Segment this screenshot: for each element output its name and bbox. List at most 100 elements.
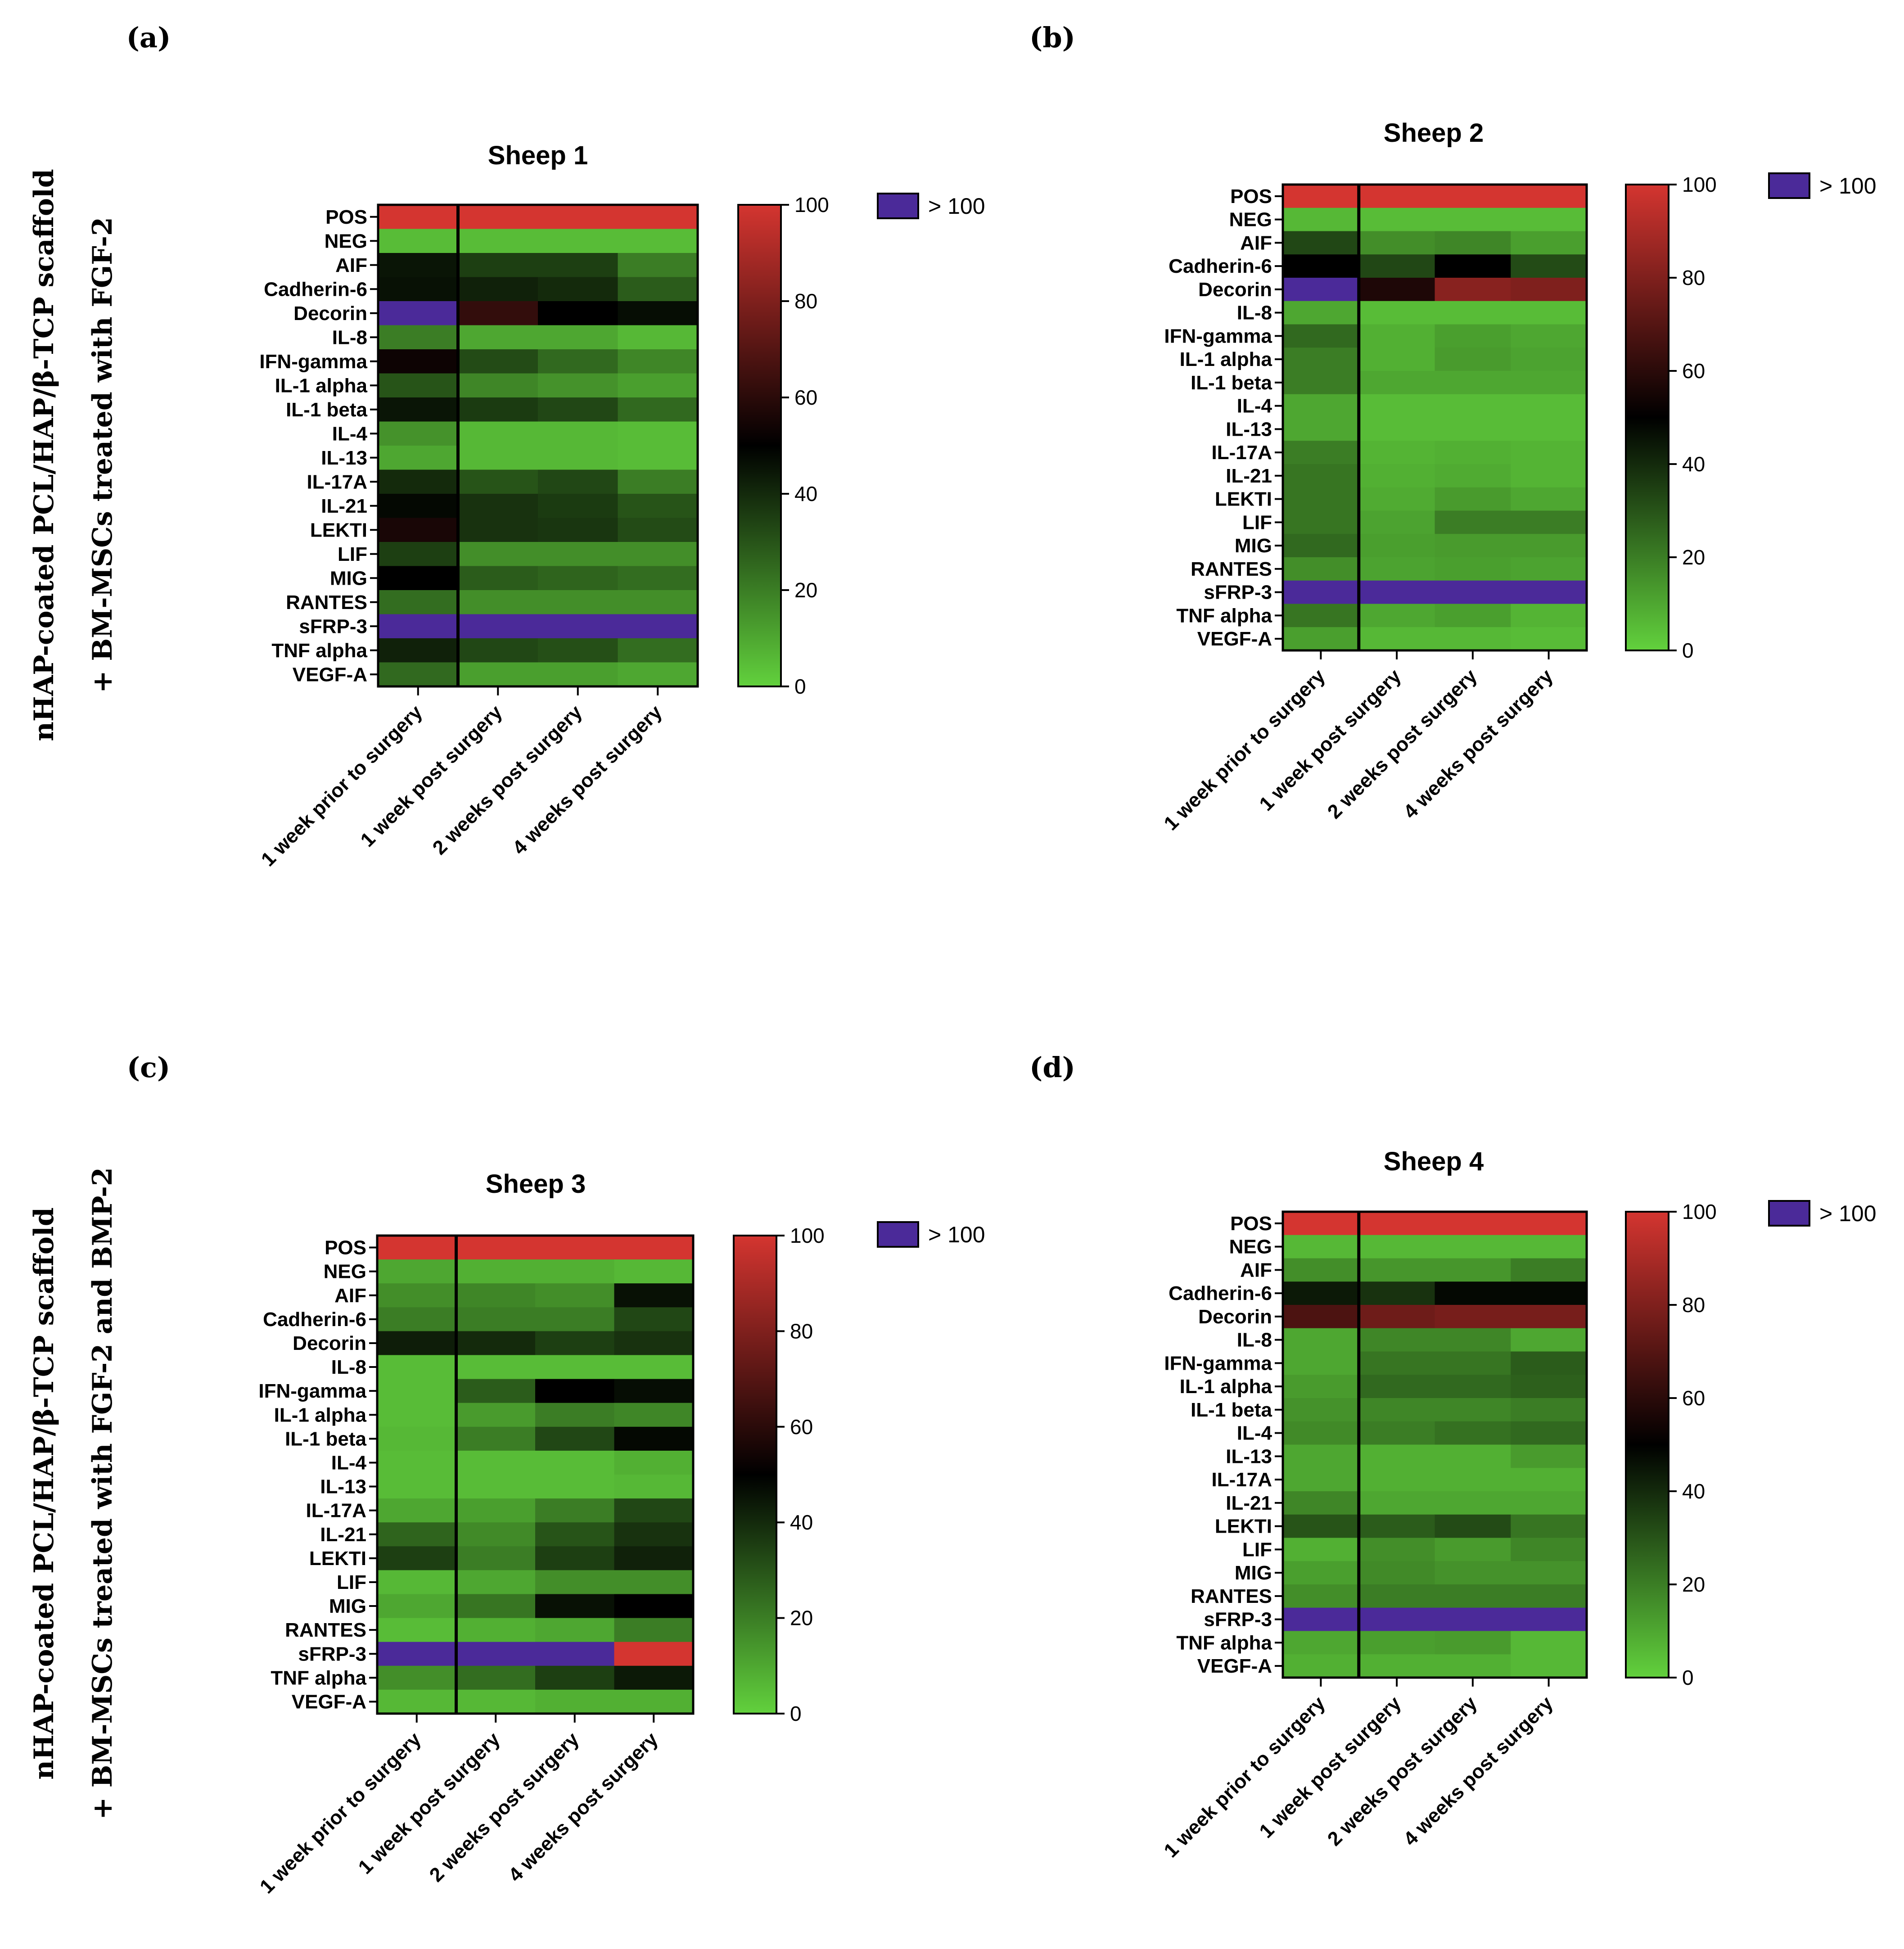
- heatmap-cell: [1511, 371, 1587, 395]
- row-label: LEKTI: [310, 519, 367, 541]
- heatmap-cell: [538, 494, 618, 519]
- heatmap-cell: [1283, 371, 1359, 395]
- row-label: IL-8: [1237, 1329, 1272, 1351]
- heatmap-cell: [614, 1379, 694, 1403]
- heatmap-cell: [618, 566, 698, 591]
- heatmap-cell: [456, 1522, 536, 1547]
- panel-letter: (b): [1029, 21, 1075, 54]
- row-label: LEKTI: [309, 1547, 366, 1570]
- heatmap-cell: [378, 590, 459, 615]
- heatmap-cell: [1283, 627, 1359, 651]
- heatmap-cell: [614, 1450, 694, 1475]
- heatmap-cell: [377, 1475, 457, 1499]
- heatmap-cell: [1435, 347, 1511, 371]
- heatmap-cell: [1511, 1631, 1587, 1655]
- heatmap-cell: [1435, 394, 1511, 418]
- column-label: 2 weeks post surgery: [1323, 1692, 1481, 1850]
- row-label: POS: [1230, 185, 1272, 208]
- heatmap-cell: [1283, 1607, 1359, 1632]
- heatmap-cell: [1435, 627, 1511, 651]
- heatmap-cell: [1511, 557, 1587, 581]
- heatmap-cell: [535, 1426, 615, 1451]
- heatmap-cell: [535, 1307, 615, 1331]
- heatmap-panel-sheep-1: (a) Sheep 1 POSNEGAIFCadherin-6DecorinIL-8…: [126, 21, 985, 871]
- heatmap-cell: [1511, 278, 1587, 302]
- over-range-swatch: [1768, 172, 1810, 199]
- heatmap-cell: [378, 325, 459, 350]
- colorbar-tick-label: 100: [794, 193, 829, 217]
- heatmap-cell: [456, 1665, 536, 1690]
- heatmap-cell: [535, 1379, 615, 1403]
- heatmap-cell: [378, 542, 459, 567]
- heatmap-cell: [1435, 231, 1511, 255]
- row-label: POS: [1230, 1213, 1272, 1235]
- heatmap-cell: [618, 205, 698, 230]
- heatmap-cell: [1283, 1375, 1359, 1399]
- heatmap-cell: [377, 1331, 457, 1356]
- heatmap-cell: [538, 421, 618, 446]
- row-label: POS: [325, 206, 367, 228]
- heatmap-cell: [1283, 580, 1359, 605]
- heatmap-cell: [614, 1307, 694, 1331]
- heatmap-cell: [535, 1450, 615, 1475]
- row-label: IL-17A: [1212, 442, 1272, 464]
- heatmap-cell: [377, 1450, 457, 1475]
- heatmap-cell: [377, 1426, 457, 1451]
- heatmap-cell: [1511, 534, 1587, 558]
- heatmap-cell: [618, 397, 698, 422]
- heatmap-cell: [456, 1331, 536, 1356]
- column-label: 1 week post surgery: [356, 701, 507, 851]
- row-label: LIF: [338, 543, 367, 565]
- heatmap-cell: [1358, 1375, 1435, 1399]
- row-label: RANTES: [1191, 558, 1272, 580]
- heatmap-cell: [377, 1570, 457, 1595]
- row-label: IFN-gamma: [258, 1380, 366, 1402]
- heatmap-cell: [1283, 1281, 1359, 1305]
- heatmap-cell: [1283, 185, 1359, 208]
- heatmap-cell: [1283, 347, 1359, 371]
- panel-letter: (d): [1029, 1051, 1075, 1084]
- colorbar-tick-label: 60: [790, 1415, 813, 1439]
- heatmap-cell: [1511, 208, 1587, 232]
- heatmap-cell: [1435, 1584, 1511, 1608]
- row-label: IL-21: [320, 1524, 366, 1546]
- heatmap-cell: [1358, 1468, 1435, 1492]
- heatmap-cell: [538, 614, 618, 639]
- heatmap-cell: [535, 1594, 615, 1619]
- heatmap-cell: [538, 590, 618, 615]
- heatmap-border: [1281, 1210, 1588, 1679]
- row-label: LIF: [337, 1571, 366, 1593]
- row-label: IL-13: [1226, 1445, 1272, 1467]
- row-label: IFN-gamma: [1164, 325, 1272, 347]
- heatmap-cell: [378, 614, 459, 639]
- row-label: IL-21: [321, 495, 367, 517]
- heatmap-cell: [618, 253, 698, 278]
- heatmap-cell: [538, 397, 618, 422]
- heatmap-cell: [1358, 1514, 1435, 1538]
- heatmap-cell: [1358, 1538, 1435, 1561]
- row-label: MIG: [1235, 1562, 1272, 1584]
- heatmap-cell: [1435, 254, 1511, 278]
- colorbar-tick-label: 100: [1682, 1200, 1717, 1223]
- heatmap-cell: [1511, 1607, 1587, 1632]
- heatmap-cell: [377, 1618, 457, 1642]
- row-label: VEGF-A: [1197, 1655, 1272, 1677]
- row-label: IL-1 beta: [1191, 372, 1272, 394]
- heatmap-cell: [378, 421, 459, 446]
- heatmap-cell: [1283, 254, 1359, 278]
- row-label: NEG: [324, 1261, 366, 1283]
- heatmap-cell: [538, 349, 618, 374]
- row-label: IL-4: [1237, 1422, 1272, 1444]
- over-range-label: > 100: [928, 194, 985, 219]
- heatmap-cell: [1435, 324, 1511, 348]
- heatmap-cell: [1435, 301, 1511, 325]
- row-label: Decorin: [1198, 1306, 1272, 1328]
- heatmap-cell: [456, 1570, 536, 1595]
- heatmap-cell: [538, 205, 618, 230]
- heatmap-cell: [458, 590, 538, 615]
- heatmap-cell: [378, 301, 459, 326]
- heatmap-cell: [1358, 301, 1435, 325]
- row-label: TNF alpha: [1176, 1632, 1272, 1654]
- colorbar-tick-label: 80: [1682, 266, 1705, 289]
- heatmap-cell: [1358, 208, 1435, 232]
